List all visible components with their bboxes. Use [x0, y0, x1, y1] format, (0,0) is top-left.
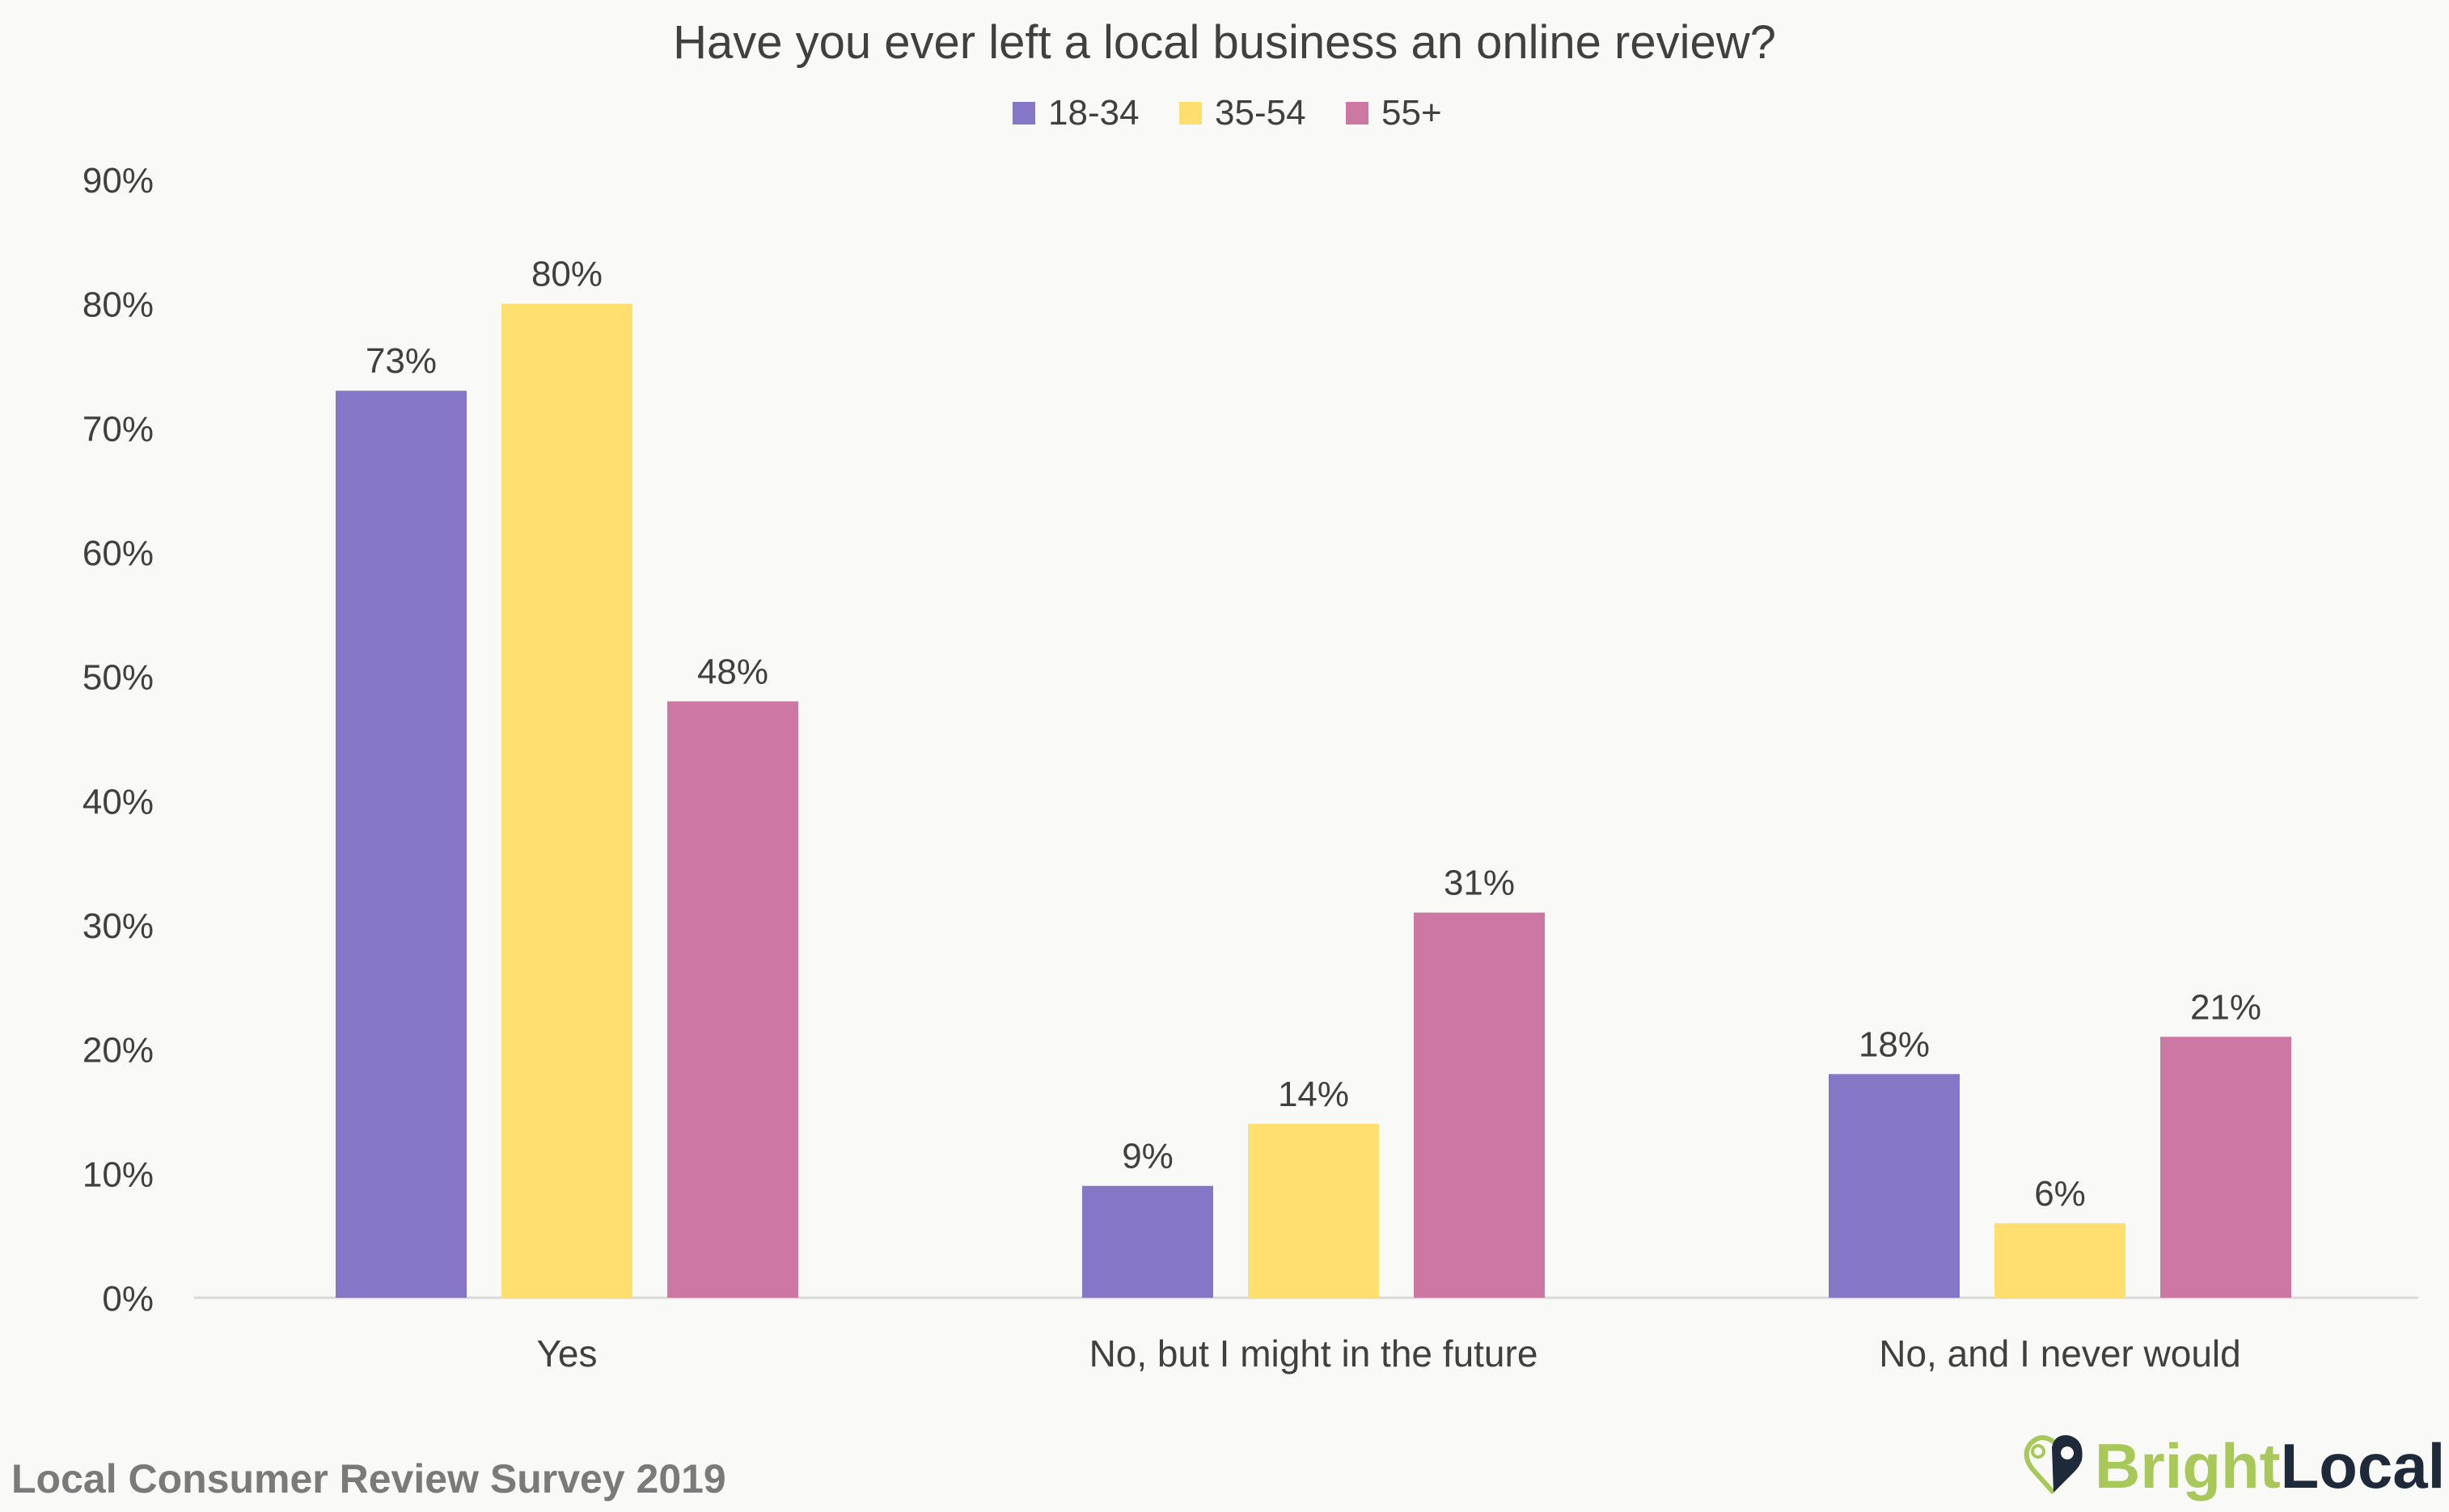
legend-label: 35-54 [1215, 93, 1306, 133]
bar [1248, 1123, 1379, 1298]
chart-title: Have you ever left a local business an o… [673, 16, 1776, 69]
logo-bright: Bright [2095, 1430, 2281, 1501]
data-label: 21% [2190, 987, 2261, 1027]
data-label: 73% [366, 341, 437, 381]
y-tick-label: 20% [82, 1031, 154, 1071]
bar [1829, 1074, 1960, 1298]
data-label: 6% [2034, 1174, 2086, 1214]
x-tick-label: No, and I never would [1879, 1333, 2241, 1375]
bar [336, 391, 467, 1298]
x-tick-label: Yes [536, 1333, 597, 1375]
x-tick-label: No, but I might in the future [1089, 1333, 1538, 1375]
footer-source: Local Consumer Review Survey 2019 [11, 1456, 726, 1501]
y-tick-label: 40% [82, 782, 154, 821]
bar [1414, 912, 1545, 1298]
y-tick-label: 90% [82, 161, 154, 201]
map-pin-heart-icon [2024, 1434, 2083, 1495]
data-label: 80% [531, 255, 603, 294]
svg-text:BrightLocal: BrightLocal [2095, 1430, 2445, 1501]
logo-local: Local [2281, 1430, 2446, 1501]
legend-label: 55+ [1381, 93, 1442, 133]
legend: 18-34 35-54 55+ [1013, 93, 1442, 133]
data-label: 9% [1122, 1137, 1174, 1176]
y-tick-label: 0% [102, 1279, 154, 1319]
bar [1082, 1185, 1213, 1298]
y-tick-label: 50% [82, 658, 154, 698]
y-tick-label: 30% [82, 906, 154, 946]
bar [2160, 1037, 2291, 1298]
legend-swatch [1179, 102, 1202, 125]
data-label: 48% [697, 652, 768, 691]
brightlocal-logo: BrightLocal [2024, 1430, 2445, 1501]
bar [1994, 1223, 2125, 1298]
y-axis: 0% 10% 20% 30% 40% 50% 60% 70% 80% 90% [82, 161, 154, 1319]
legend-label: 18-34 [1048, 93, 1140, 133]
y-tick-label: 70% [82, 409, 154, 449]
legend-swatch [1013, 102, 1035, 125]
legend-swatch [1346, 102, 1368, 125]
data-label: 14% [1278, 1075, 1349, 1114]
data-label: 18% [1859, 1024, 1930, 1064]
y-tick-label: 80% [82, 285, 154, 325]
y-tick-label: 60% [82, 534, 154, 573]
data-label: 31% [1444, 864, 1515, 903]
x-axis: Yes No, but I might in the future No, and … [536, 1333, 2240, 1375]
bar [667, 701, 798, 1298]
y-tick-label: 10% [82, 1155, 154, 1194]
bar [501, 303, 632, 1299]
bars: 73% 80% 48% 9% 14% 31% 18% 6% 21% [336, 255, 2291, 1299]
